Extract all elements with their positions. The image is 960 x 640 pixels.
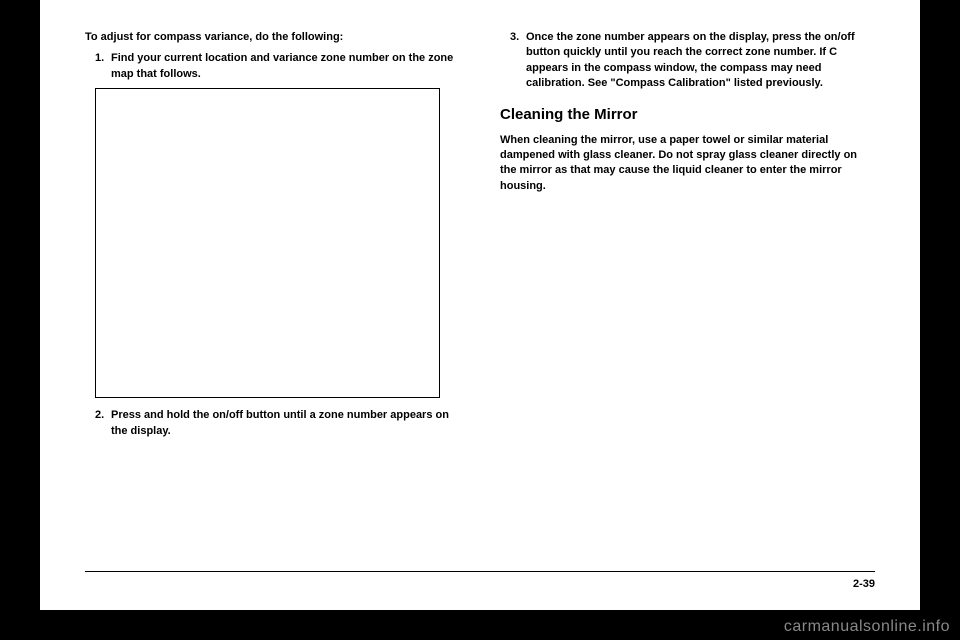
- cleaning-paragraph: When cleaning the mirror, use a paper to…: [500, 133, 875, 195]
- step-3: 3. Once the zone number appears on the d…: [500, 30, 875, 92]
- step-1: 1. Find your current location and varian…: [85, 51, 460, 82]
- step-1-text: Find your current location and variance …: [111, 51, 460, 82]
- intro-text: To adjust for compass variance, do the f…: [85, 30, 460, 45]
- zone-map-placeholder: [95, 88, 440, 398]
- page-number: 2-39: [853, 578, 875, 590]
- step-3-text: Once the zone number appears on the disp…: [526, 30, 875, 92]
- step-2-text: Press and hold the on/off button until a…: [111, 408, 460, 439]
- step-3-number: 3.: [510, 30, 526, 92]
- step-2-number: 2.: [95, 408, 111, 439]
- section-heading: Cleaning the Mirror: [500, 104, 875, 125]
- page-footer: 2-39: [85, 571, 875, 590]
- step-2: 2. Press and hold the on/off button unti…: [85, 408, 460, 439]
- content-columns: To adjust for compass variance, do the f…: [85, 30, 875, 571]
- left-column: To adjust for compass variance, do the f…: [85, 30, 460, 571]
- watermark-text: carmanualsonline.info: [784, 618, 950, 636]
- right-column: 3. Once the zone number appears on the d…: [500, 30, 875, 571]
- manual-page: To adjust for compass variance, do the f…: [40, 0, 920, 610]
- step-1-number: 1.: [95, 51, 111, 82]
